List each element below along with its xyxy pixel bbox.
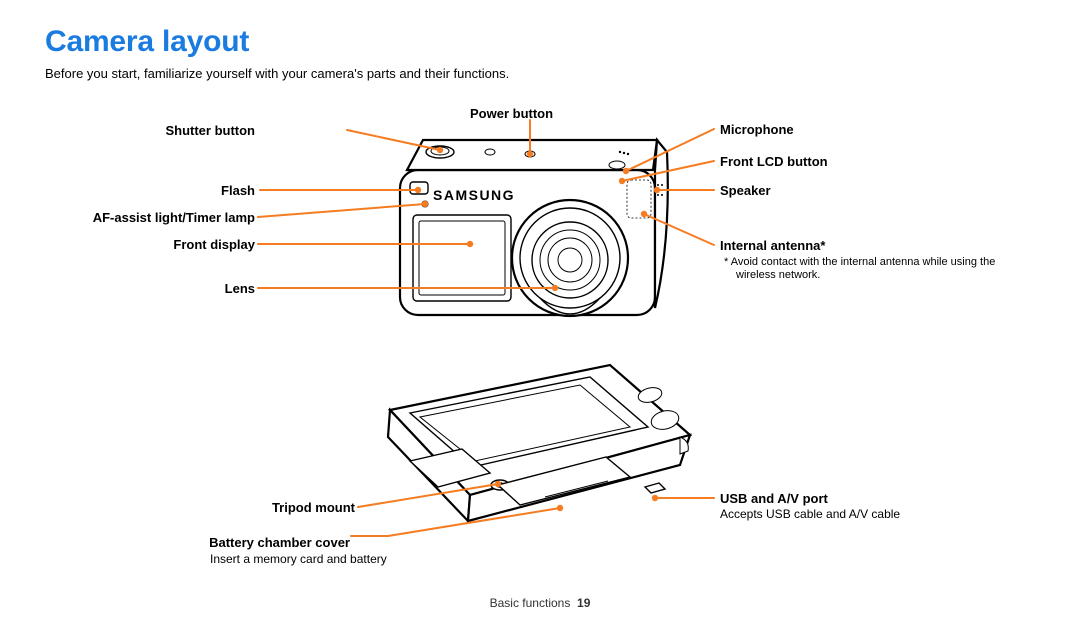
battery-note: Insert a memory card and battery <box>210 552 387 566</box>
label-shutter-button: Shutter button <box>165 123 255 138</box>
usb-note: Accepts USB cable and A/V cable <box>720 507 900 521</box>
label-internal-antenna: Internal antenna* <box>720 238 825 253</box>
svg-text:SAMSUNG: SAMSUNG <box>433 187 515 203</box>
footer-section: Basic functions <box>490 596 571 610</box>
camera-front-diagram: SAMSUNG <box>0 0 1080 630</box>
footer: Basic functions 19 <box>0 596 1080 610</box>
label-usb-av-port: USB and A/V port <box>720 491 828 506</box>
intro-text: Before you start, familiarize yourself w… <box>45 66 509 81</box>
label-speaker: Speaker <box>720 183 771 198</box>
callout-leaders <box>0 0 1080 630</box>
label-front-lcd-button: Front LCD button <box>720 154 828 169</box>
label-flash: Flash <box>221 183 255 198</box>
label-af-assist: AF-assist light/Timer lamp <box>93 210 255 225</box>
label-lens: Lens <box>225 281 255 296</box>
label-tripod-mount: Tripod mount <box>272 500 355 515</box>
camera-back-diagram <box>0 0 1080 630</box>
label-battery-chamber: Battery chamber cover <box>209 535 350 550</box>
footer-page-number: 19 <box>577 596 590 610</box>
label-power-button: Power button <box>470 106 553 121</box>
antenna-footnote-line2: wireless network. <box>736 269 820 281</box>
antenna-footnote-line1: * Avoid contact with the internal antenn… <box>724 256 995 268</box>
page-title: Camera layout <box>45 25 249 59</box>
label-microphone: Microphone <box>720 122 794 137</box>
label-front-display: Front display <box>173 237 255 252</box>
manual-page: Camera layout Before you start, familiar… <box>0 0 1080 630</box>
